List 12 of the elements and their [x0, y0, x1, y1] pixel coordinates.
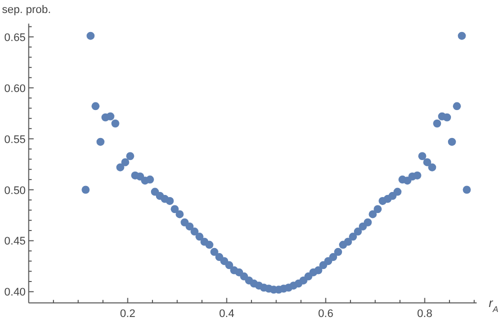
y-tick-label: 0.55 — [4, 134, 26, 146]
x-axis-title: r$_{A}$ — [488, 296, 499, 314]
x-tick-label: 0.8 — [417, 308, 432, 320]
x-tick-label: 0.2 — [120, 308, 136, 320]
x-tick-label: 0.6 — [318, 308, 334, 320]
x-tick-label: 0.4 — [219, 308, 234, 320]
y-axis-title: sep. prob. — [2, 4, 51, 16]
y-tick-label: 0.65 — [4, 32, 26, 44]
y-tick-label: 0.40 — [4, 286, 26, 299]
y-tick-label: 0.45 — [4, 236, 26, 248]
y-tick-label: 0.50 — [4, 184, 26, 197]
y-tick-label: 0.60 — [4, 82, 26, 95]
